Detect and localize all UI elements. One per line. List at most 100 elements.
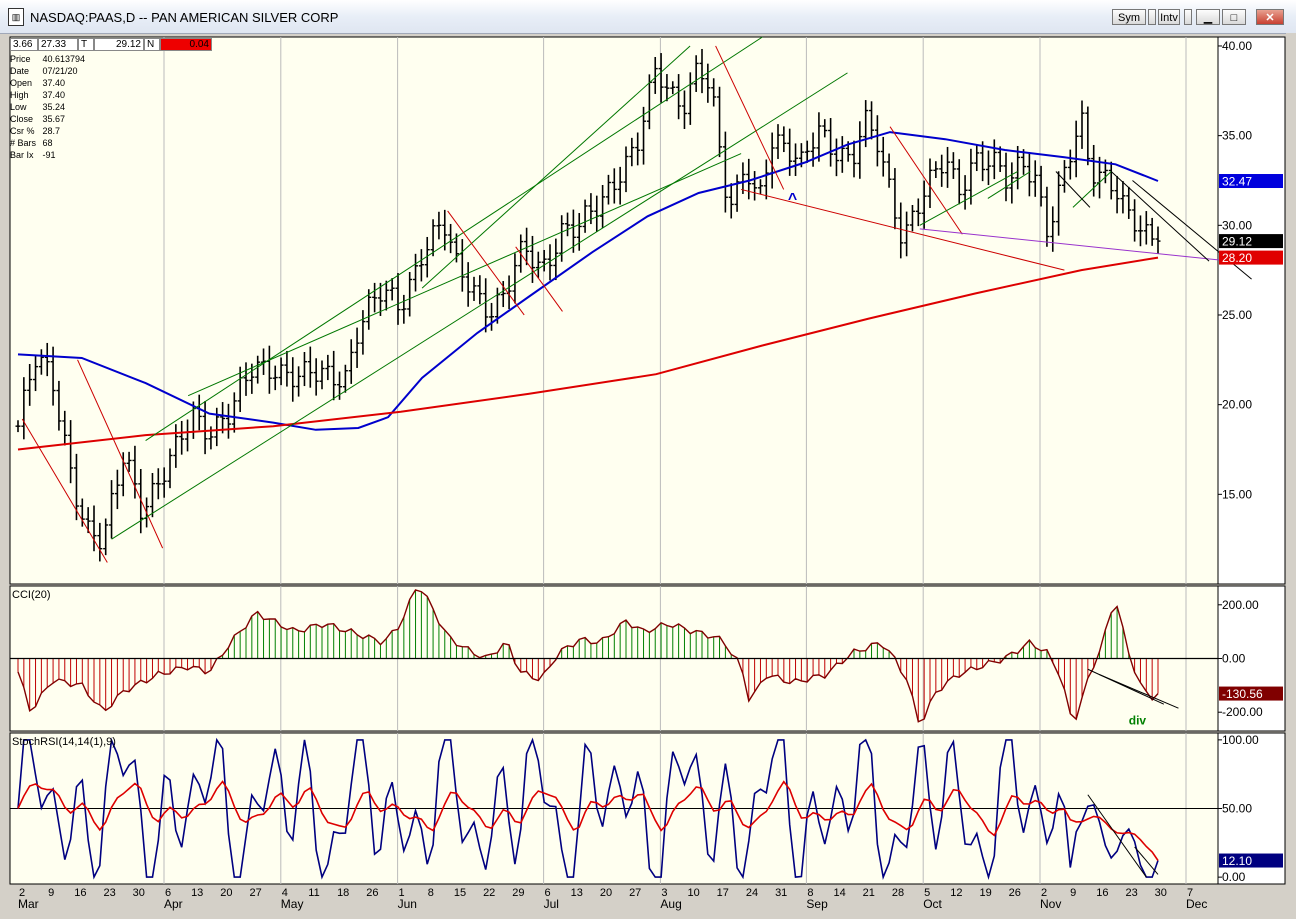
month-label: May [281,897,304,911]
cci-divergence-line [1099,674,1179,709]
stochrsi-signal-line [17,780,1159,861]
trendline [77,359,164,549]
price-price-tag-label: 29.12 [1222,235,1252,249]
x-tick-label: 10 [687,887,699,899]
x-tick-label: 8 [807,887,813,899]
trendline [1072,171,1112,208]
last-price-readout: 29.12 [94,38,144,51]
trendline [919,228,1231,262]
price-y-tick-label: 25.00 [1222,308,1252,322]
info-label: Csr % [10,126,35,136]
x-tick-label: 16 [74,887,86,899]
stochrsi-y-tick-label: 100.00 [1222,733,1259,747]
stochrsi-y-tick-label: 0.00 [1222,870,1246,884]
stochrsi-panel-title: StochRSI(14,14(1),9) [12,736,116,748]
x-tick-label: 18 [337,887,349,899]
caret-annotation: ^ [788,191,797,208]
x-tick-label: 6 [545,887,551,899]
x-tick-label: 26 [1009,887,1021,899]
x-tick-label: 17 [717,887,729,899]
maximize-icon[interactable]: □ [1222,9,1246,25]
info-label: Open [10,78,33,88]
info-label: Close [10,114,34,124]
info-value: 07/21/20 [42,66,78,76]
scrollbar-strip [1286,33,1296,919]
info-value: 28.7 [42,126,61,136]
x-tick-label: 15 [454,887,466,899]
info-value: 68 [42,138,53,148]
x-tick-label: 12 [950,887,962,899]
x-tick-label: 20 [600,887,612,899]
month-label: Nov [1040,897,1061,911]
info-value: -91 [42,150,56,160]
x-tick-label: 28 [892,887,904,899]
close-icon[interactable]: ✕ [1256,9,1284,25]
price-panel-bg [9,36,1219,585]
x-tick-label: 6 [165,887,171,899]
trendline [1055,171,1091,208]
price-y-tick-label: 15.00 [1222,487,1252,501]
info-label: Price [10,54,31,64]
cci-price-tag [1219,686,1283,701]
x-tick-label: 9 [1070,887,1076,899]
info-value: 37.40 [42,78,66,88]
title-bar[interactable]: ▥ NASDAQ:PAAS,D -- PAN AMERICAN SILVER C… [0,0,1296,34]
month-label: Jun [398,897,417,911]
x-tick-label: 9 [48,887,54,899]
minimize-icon[interactable]: ▁ [1196,9,1220,25]
intv-button[interactable]: Intv [1158,9,1180,25]
cci-price-tag-label: -130.56 [1222,687,1263,701]
info-label: # Bars [10,138,37,148]
x-tick-label: 2 [19,887,25,899]
month-label: Dec [1186,897,1207,911]
divergence-annotation: div [1129,713,1147,727]
trendline [421,45,691,289]
cci-axis-bg [1217,585,1286,732]
window-title: NASDAQ:PAAS,D -- PAN AMERICAN SILVER COR… [30,10,339,25]
price-price-tag [1219,250,1283,265]
stochrsi-line [17,737,1159,881]
x-tick-label: 7 [1187,887,1193,899]
trendline [187,153,742,397]
x-tick-label: 22 [483,887,495,899]
trendline [715,45,785,190]
ma200-line [17,256,1159,451]
trendline [987,171,1031,199]
cci-y-tick-label: 200.00 [1222,598,1259,612]
sym-button[interactable]: Sym [1112,9,1146,25]
info-value: 37.40 [42,90,66,100]
price-price-tag-label: 28.20 [1222,251,1252,265]
x-tick-label: 19 [979,887,991,899]
x-tick-label: 21 [863,887,875,899]
x-tick-label: 29 [512,887,524,899]
x-tick-label: 30 [133,887,145,899]
stochrsi-y-tick-label: 50.00 [1222,802,1252,816]
info-label: High [10,90,29,100]
month-label: Apr [164,897,183,911]
cursor-readout-row: 3.66 27.33 T 29.12 N 0.04 [10,38,212,51]
cursor-info-panel: Price 40.613794 Date 07/21/20 Open 37.40… [10,53,85,161]
trendline [447,210,525,316]
stochrsi-price-tag [1219,853,1283,868]
stochrsi-trendline [1134,846,1159,875]
n-label: N [144,38,160,51]
info-value: 40.613794 [42,54,86,64]
x-tick-label: 1 [399,887,405,899]
sym-lock-icon[interactable] [1148,9,1156,25]
x-tick-label: 13 [191,887,203,899]
trendline [889,126,963,235]
cursor-ohlc-b: 27.33 [38,38,78,51]
intv-lock-icon[interactable] [1184,9,1192,25]
x-tick-label: 27 [249,887,261,899]
x-tick-label: 23 [1125,887,1137,899]
x-tick-label: 23 [103,887,115,899]
ma50-line [17,131,1159,431]
x-tick-label: 8 [428,887,434,899]
trendline [741,188,1065,271]
price-y-tick-label: 30.00 [1222,218,1252,232]
cci-y-tick-label: -200.00 [1222,705,1263,719]
x-tick-label: 11 [308,887,319,899]
x-tick-label: 27 [629,887,641,899]
chart-canvas: 2 9 16 23 30 6 13 20 27 4 11 18 26 1 8 15 22 29 6 13 20 27 3 10… [9,33,1296,919]
trendline [21,418,108,563]
